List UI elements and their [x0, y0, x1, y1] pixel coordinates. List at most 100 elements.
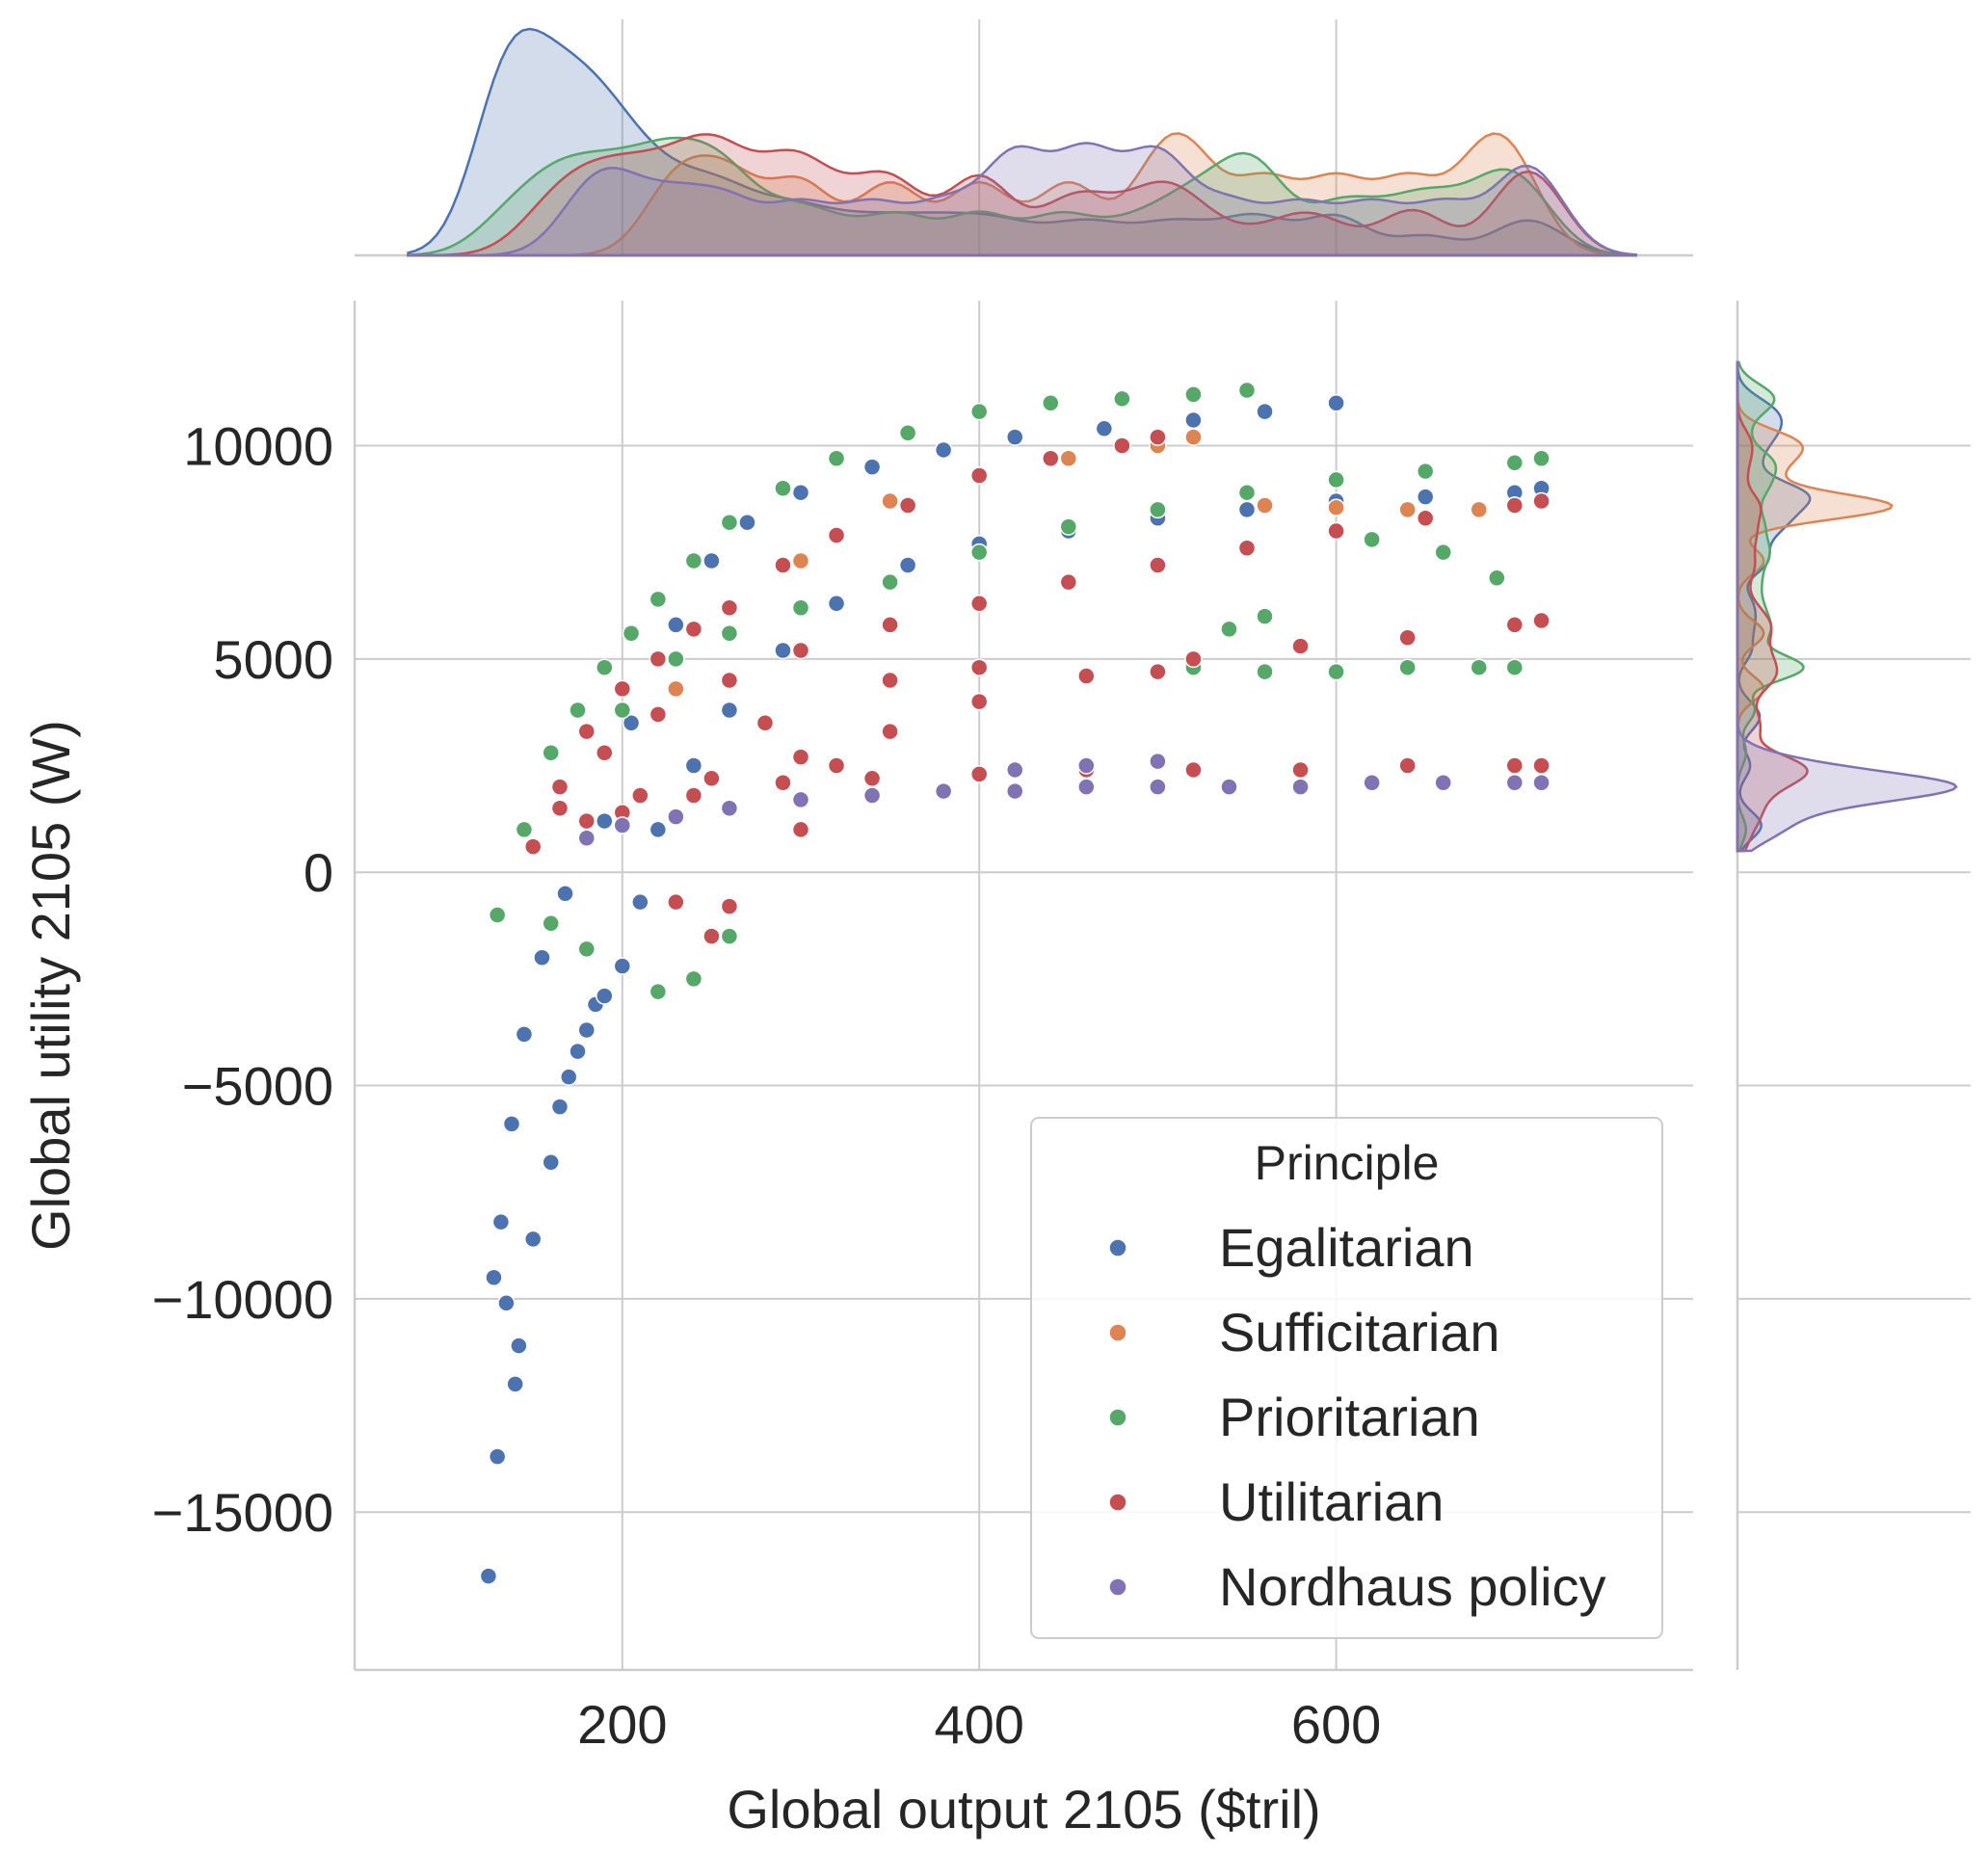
data-point-utilitarian: [702, 769, 721, 788]
data-point-nordhaus-policy: [720, 799, 739, 818]
data-point-egalitarian: [791, 483, 810, 502]
data-point-utilitarian: [1291, 637, 1310, 655]
data-point-utilitarian: [969, 765, 989, 783]
data-point-egalitarian: [479, 1567, 498, 1585]
top-marginal-kde: [355, 19, 1693, 257]
y-tick-label: 0: [304, 842, 333, 903]
data-point-prioritarian: [613, 701, 632, 720]
data-point-egalitarian: [667, 616, 685, 634]
data-point-utilitarian: [755, 714, 775, 732]
right-kde-egalitarian: [1736, 360, 1812, 853]
x-tick-label: 200: [577, 1694, 667, 1755]
data-point-egalitarian: [1005, 428, 1024, 446]
data-point-nordhaus-policy: [1505, 773, 1524, 792]
data-point-utilitarian: [791, 820, 810, 839]
data-point-utilitarian: [1327, 521, 1345, 541]
data-point-prioritarian: [684, 969, 703, 989]
data-point-nordhaus-policy: [862, 786, 882, 805]
data-point-utilitarian: [720, 897, 739, 915]
data-point-egalitarian: [1327, 393, 1345, 412]
y-tick-label: −5000: [182, 1056, 333, 1117]
data-point-utilitarian: [1184, 760, 1203, 780]
right-kde-nordhaus-policy: [1736, 361, 1958, 853]
top-kde-nordhaus-policy: [408, 142, 1637, 257]
data-point-egalitarian: [649, 820, 668, 839]
data-point-egalitarian: [1256, 402, 1274, 421]
legend-label: Egalitarian: [1219, 1217, 1474, 1278]
data-point-egalitarian: [702, 551, 721, 570]
data-point-nordhaus-policy: [1220, 778, 1238, 796]
data-point-nordhaus-policy: [1005, 781, 1024, 801]
data-point-prioritarian: [649, 590, 668, 609]
data-point-prioritarian: [1256, 607, 1274, 625]
data-point-sufficitarian: [1398, 500, 1417, 519]
data-point-egalitarian: [862, 458, 882, 476]
data-point-sufficitarian: [667, 679, 685, 699]
data-point-nordhaus-policy: [1077, 778, 1096, 796]
data-point-prioritarian: [720, 513, 739, 532]
data-point-utilitarian: [881, 722, 899, 741]
data-point-egalitarian: [1416, 488, 1435, 506]
data-point-egalitarian: [559, 1068, 578, 1086]
data-point-prioritarian: [515, 820, 534, 839]
legend-label: Utilitarian: [1219, 1471, 1444, 1532]
data-point-utilitarian: [1532, 611, 1551, 630]
data-point-egalitarian: [491, 1212, 511, 1231]
data-point-prioritarian: [569, 701, 587, 720]
data-point-utilitarian: [649, 705, 668, 724]
data-point-utilitarian: [1505, 756, 1524, 775]
data-point-prioritarian: [774, 479, 792, 498]
data-point-egalitarian: [622, 714, 641, 732]
data-point-utilitarian: [898, 496, 917, 515]
data-point-egalitarian: [684, 756, 703, 775]
data-point-utilitarian: [827, 526, 846, 544]
data-point-utilitarian: [1237, 539, 1257, 558]
legend-marker: [1108, 1323, 1127, 1342]
data-point-utilitarian: [881, 671, 899, 690]
data-point-utilitarian: [613, 679, 632, 699]
data-point-utilitarian: [684, 620, 703, 639]
data-point-utilitarian: [1149, 662, 1167, 681]
data-point-nordhaus-policy: [577, 829, 596, 848]
data-point-prioritarian: [791, 598, 810, 617]
data-point-prioritarian: [1149, 500, 1167, 519]
data-point-egalitarian: [596, 987, 614, 1005]
data-point-egalitarian: [827, 595, 846, 613]
data-point-egalitarian: [515, 1025, 534, 1044]
data-point-prioritarian: [1363, 530, 1381, 549]
data-point-prioritarian: [1505, 658, 1524, 676]
top-kde-utilitarian: [407, 133, 1637, 257]
main-axes: 200 400 600 10000 5000 0 −5000 −10000 −15000 Glob…: [20, 301, 1693, 1840]
data-point-prioritarian: [1327, 662, 1345, 681]
data-point-prioritarian: [577, 940, 596, 959]
data-point-prioritarian: [622, 624, 641, 643]
data-point-prioritarian: [1059, 517, 1078, 536]
data-point-egalitarian: [631, 892, 649, 912]
legend-label: Prioritarian: [1219, 1387, 1480, 1447]
data-point-prioritarian: [542, 743, 560, 762]
data-point-nordhaus-policy: [1291, 778, 1310, 796]
data-point-egalitarian: [485, 1268, 503, 1286]
data-point-utilitarian: [791, 641, 810, 660]
data-point-egalitarian: [523, 1230, 543, 1249]
data-point-utilitarian: [1505, 616, 1524, 634]
data-point-egalitarian: [502, 1115, 521, 1133]
data-point-sufficitarian: [1256, 496, 1274, 515]
data-point-nordhaus-policy: [934, 781, 953, 801]
data-point-egalitarian: [738, 513, 756, 532]
data-point-prioritarian: [1488, 569, 1506, 587]
data-point-utilitarian: [1077, 667, 1096, 685]
data-point-utilitarian: [577, 811, 596, 831]
data-point-prioritarian: [1505, 453, 1524, 472]
data-point-egalitarian: [1237, 500, 1257, 519]
data-point-egalitarian: [506, 1375, 524, 1393]
data-point-utilitarian: [1059, 572, 1078, 592]
y-axis-label: Global utility 2105 (W): [20, 720, 81, 1251]
data-point-prioritarian: [1042, 393, 1060, 412]
data-point-utilitarian: [774, 556, 792, 574]
data-point-utilitarian: [550, 778, 570, 796]
data-point-utilitarian: [774, 773, 792, 792]
data-point-prioritarian: [649, 982, 668, 1001]
data-point-prioritarian: [1398, 658, 1417, 676]
